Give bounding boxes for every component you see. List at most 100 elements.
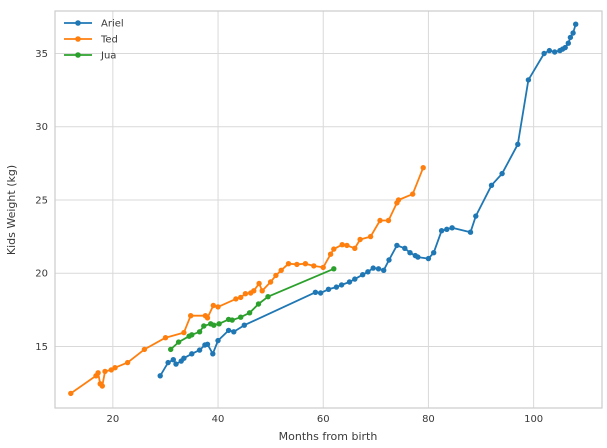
series-marker-ted	[352, 245, 358, 251]
series-marker-jua	[238, 314, 244, 320]
series-marker-ted	[188, 313, 194, 319]
series-marker-ted	[311, 263, 317, 269]
series-marker-jua	[216, 321, 222, 327]
series-marker-ariel	[562, 44, 568, 51]
series-marker-ariel	[165, 359, 171, 366]
series-marker-ted	[141, 346, 148, 353]
series-marker-ted	[367, 233, 374, 240]
series-marker-ted	[95, 370, 101, 376]
series-marker-ariel	[541, 50, 547, 57]
series-marker-ted	[124, 359, 131, 366]
legend-marker-jua	[75, 52, 81, 58]
grid-layer	[54, 10, 603, 409]
y-tick-label: 20	[35, 269, 48, 280]
series-marker-ariel	[231, 329, 237, 335]
series-marker-ted	[420, 165, 426, 171]
series-marker-ariel	[573, 21, 579, 27]
series-marker-ariel	[488, 182, 495, 188]
series-marker-ted	[377, 217, 383, 224]
series-marker-ariel	[325, 286, 332, 292]
series-marker-ted	[410, 191, 416, 197]
series-marker-ariel	[333, 284, 340, 290]
series-marker-ariel	[449, 225, 455, 231]
series-marker-ariel	[444, 226, 450, 232]
series-marker-ted	[102, 368, 108, 375]
series-marker-ted	[233, 296, 239, 302]
series-marker-ted	[112, 365, 118, 371]
series-marker-ariel	[189, 351, 195, 357]
series-marker-ted	[210, 302, 216, 309]
series-marker-ariel	[346, 279, 353, 285]
series-marker-ted	[242, 291, 249, 297]
legend-label: Ted	[100, 35, 118, 46]
series-marker-jua	[255, 301, 262, 307]
series-marker-ted	[278, 267, 284, 273]
series-marker-ariel	[360, 272, 366, 278]
series-marker-jua	[168, 346, 174, 353]
series-marker-ariel	[381, 267, 387, 273]
legend-marker-ted	[75, 36, 81, 42]
series-marker-jua	[246, 310, 253, 316]
series-marker-ted	[273, 272, 279, 279]
series-marker-ted	[294, 261, 300, 268]
series-marker-ariel	[370, 265, 376, 271]
x-tick-label: 60	[317, 414, 330, 425]
series-marker-ariel	[210, 351, 216, 357]
series-marker-ariel	[515, 141, 521, 147]
x-tick-label: 40	[212, 414, 225, 425]
series-layer	[68, 21, 579, 397]
tick-labels-layer: 20 40 60 80 100 15 20 25 30 35	[35, 49, 543, 425]
series-marker-ariel	[525, 77, 532, 83]
series-marker-ted	[215, 304, 221, 310]
series-marker-ted	[162, 335, 169, 341]
series-marker-ariel	[365, 269, 371, 275]
series-marker-ted	[320, 264, 326, 271]
series-marker-jua	[211, 322, 217, 328]
series-marker-ariel	[438, 228, 445, 234]
plot-border	[54, 10, 603, 409]
series-marker-ariel	[425, 255, 432, 262]
x-axis-label: Months from birth	[279, 430, 378, 443]
series-marker-ted	[344, 242, 350, 249]
series-marker-ariel	[402, 245, 408, 251]
series-marker-ariel	[552, 49, 558, 55]
series-marker-ted	[238, 294, 244, 301]
y-tick-label: 35	[35, 49, 48, 60]
series-line-ted	[69, 166, 425, 395]
series-marker-ariel	[225, 327, 232, 334]
series-marker-jua	[331, 266, 337, 272]
series-marker-ariel	[338, 282, 345, 288]
series-marker-ariel	[499, 170, 505, 177]
series-marker-ariel	[215, 337, 221, 344]
series-marker-ariel	[196, 347, 203, 353]
series-marker-ariel	[241, 322, 247, 328]
y-tick-label: 30	[35, 122, 48, 133]
series-marker-ariel	[181, 355, 187, 361]
series-marker-ted	[395, 197, 402, 203]
series-marker-ariel	[394, 242, 400, 249]
legend: Ariel Ted Jua	[64, 19, 124, 62]
legend-marker-ariel	[75, 20, 81, 26]
series-marker-ariel	[565, 40, 571, 46]
series-marker-ariel	[170, 357, 176, 363]
series-marker-ted	[204, 315, 211, 321]
legend-label: Jua	[100, 51, 116, 62]
series-marker-ariel	[473, 213, 479, 219]
series-marker-ted	[285, 261, 292, 267]
series-marker-ted	[331, 246, 337, 252]
series-marker-ted	[339, 242, 345, 248]
series-marker-ted	[357, 236, 363, 243]
y-tick-label: 15	[35, 342, 48, 353]
series-marker-ted	[302, 261, 309, 267]
legend-label: Ariel	[101, 19, 124, 30]
series-line-jua	[169, 267, 335, 351]
series-marker-ariel	[431, 250, 437, 256]
series-marker-ariel	[386, 257, 392, 263]
series-marker-ted	[68, 390, 74, 397]
y-tick-label: 25	[35, 195, 48, 206]
series-marker-ariel	[352, 276, 358, 282]
series-marker-ted	[251, 288, 257, 294]
series-marker-jua	[175, 339, 182, 345]
